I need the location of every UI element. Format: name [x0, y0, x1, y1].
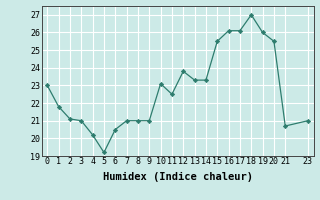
X-axis label: Humidex (Indice chaleur): Humidex (Indice chaleur): [103, 172, 252, 182]
